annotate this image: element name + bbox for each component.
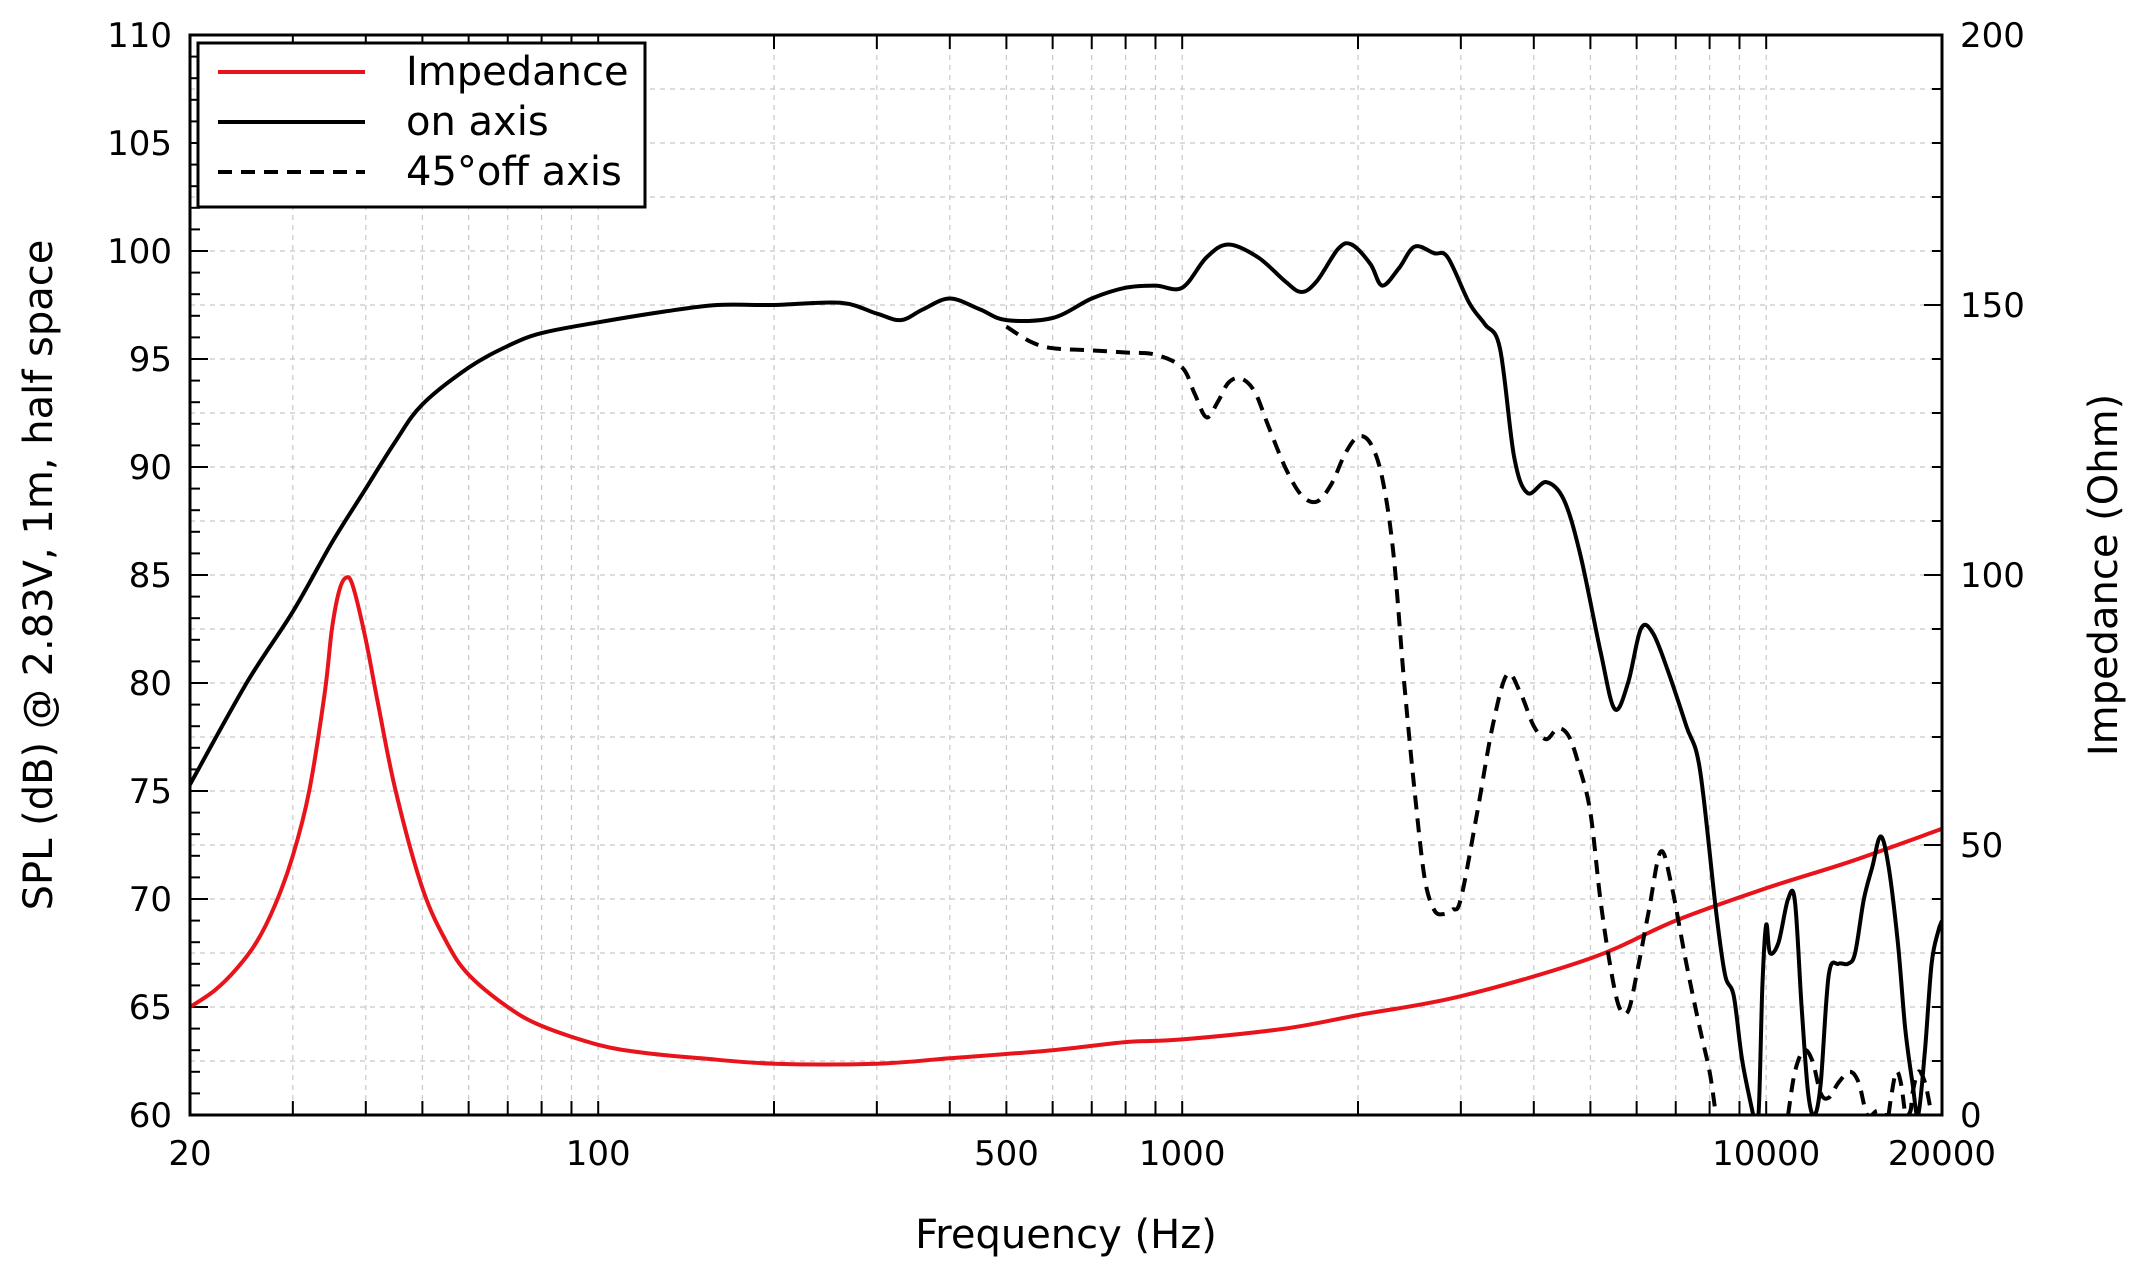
- y-tick-label: 95: [129, 340, 172, 380]
- y2-tick-label: 200: [1960, 16, 2025, 56]
- x-tick-label: 10000: [1712, 1134, 1820, 1174]
- series-line-impedance: [190, 575, 1942, 1067]
- plot-frame: [188, 33, 1944, 1117]
- legend: Impedance on axis 45°off axis: [196, 41, 647, 209]
- y-tick-label: 105: [107, 124, 172, 164]
- y2-tick-label: 150: [1960, 286, 2025, 326]
- y-tick-label: 90: [129, 448, 172, 488]
- y-tick-label: 110: [107, 16, 172, 56]
- y2-tick-label: 100: [1960, 556, 2025, 596]
- y-tick-label: 70: [129, 880, 172, 920]
- y-tick-label: 75: [129, 772, 172, 812]
- y-tick-label: 65: [129, 988, 172, 1028]
- tick-labels: 20 100 500 1000 10000 20000606570758085909510…: [107, 16, 2025, 1174]
- plot-lines: [190, 241, 1942, 1115]
- x-tick-label: 1000: [1139, 1134, 1226, 1174]
- series-line-on-axis: [1751, 834, 1942, 1115]
- series-line-45-off-axis: [1786, 1047, 1934, 1115]
- series-line-45-off-axis: [1005, 324, 1718, 1115]
- y2-axis-title: Impedance (Ohm): [2081, 394, 2127, 756]
- x-tick-label: 100: [566, 1134, 631, 1174]
- x-axis-title: Frequency (Hz): [915, 1212, 1217, 1258]
- x-tick-label: 20: [168, 1134, 211, 1174]
- y-tick-label: 100: [107, 232, 172, 272]
- y-tick-label: 60: [129, 1096, 172, 1136]
- x-tick-label: 500: [974, 1134, 1039, 1174]
- y2-tick-label: 0: [1960, 1096, 1982, 1136]
- legend-label-45-off-axis: 45°off axis: [406, 149, 622, 195]
- y2-tick-label: 50: [1960, 826, 2003, 866]
- series-line-on-axis: [190, 241, 1756, 1115]
- minor-ticks: [190, 35, 1942, 1115]
- y-tick-label: 80: [129, 664, 172, 704]
- y-tick-label: 85: [129, 556, 172, 596]
- x-tick-label: 20000: [1888, 1134, 1996, 1174]
- y-axis-title: SPL (dB) @ 2.83V, 1m, half space: [16, 240, 62, 911]
- legend-label-impedance: Impedance: [406, 49, 629, 95]
- legend-label-on-axis: on axis: [406, 99, 549, 145]
